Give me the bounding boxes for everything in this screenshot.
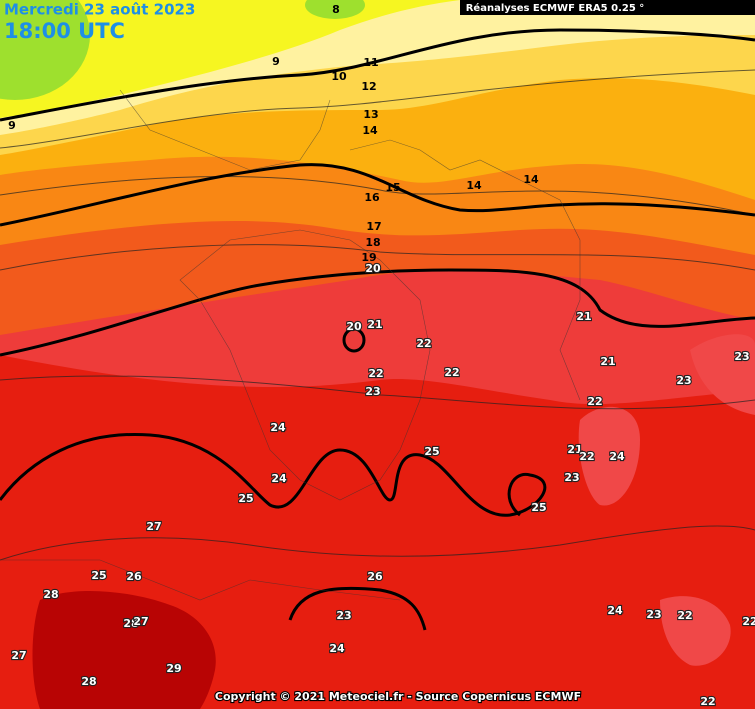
contour-label: 25 [238,492,253,505]
zone-28 [32,590,216,709]
contour-label: 28 [81,675,96,688]
contour-label: 15 [385,181,400,194]
contour-line [0,525,755,561]
contour-label: 22 [587,395,602,408]
contour-label: 24 [329,642,345,655]
contour-label: 28 [123,617,138,630]
zone-23-east [578,406,640,506]
source-banner [460,0,755,15]
zone-7 [0,0,90,100]
contour-label: 19 [361,251,376,264]
contour-label: 12 [361,80,376,93]
contour-label: 14 [523,173,539,186]
contour-label: 22 [444,366,459,379]
country-border [349,139,581,401]
contour-26 [288,586,427,631]
contour-20-loop [342,327,366,353]
contour-label: 27 [11,649,26,662]
contour-label: 20 [346,320,362,333]
contour-label: 27 [146,520,161,533]
coastline [119,89,331,171]
contour-label: 18 [365,236,380,249]
contour-label: 25 [531,501,546,514]
contour-label: 24 [607,604,623,617]
contour-label: 9 [8,119,16,132]
contour-label: 8 [332,3,340,16]
contour-line [0,69,755,149]
zone-9 [0,0,460,118]
country-border [0,559,401,601]
contour-label: 21 [567,443,582,456]
contour-line [0,244,755,271]
contour-label: 10 [331,70,347,83]
contour-label: 28 [43,588,58,601]
contour-label: 14 [362,124,378,137]
contour-label: 23 [365,385,380,398]
zone-8 [305,0,365,19]
contour-label: 9 [272,55,280,68]
contour-label: 23 [734,350,749,363]
source-text: Réanalyses ECMWF ERA5 0.25 ° [466,2,645,14]
contour-label: 23 [564,471,579,484]
contour-label: 13 [363,108,378,121]
contour-label: 23 [646,608,661,621]
copyright-text: Copyright © 2021 Meteociel.fr - Source C… [215,690,581,703]
country-border [179,229,431,501]
contour-label: 21 [576,310,591,323]
contour-label: 25 [91,569,106,582]
contour-10 [0,28,755,122]
contour-label: 25 [424,445,439,458]
contour-16 [0,163,755,227]
contour-line [0,375,755,410]
contour-label: 23 [676,374,691,387]
contour-label: 22 [416,337,431,350]
contour-label: 23 [336,609,351,622]
contour-label: 20 [365,262,381,275]
contour-label: 26 [126,570,142,583]
zone-23-italy [690,334,755,415]
contour-label: 14 [466,179,482,192]
contour-label: 22 [677,609,692,622]
contour-label: 24 [270,421,286,434]
contour-label: 16 [364,191,380,204]
contour-label: 11 [363,56,378,69]
contour-label: 21 [367,318,382,331]
contour-label: 27 [133,615,148,628]
contour-label: 26 [367,570,383,583]
contour-25 [0,432,547,517]
contour-label: 17 [366,220,381,233]
contour-label: 22 [579,450,594,463]
contour-label: 29 [166,662,181,675]
date-text: Mercredi 23 août 2023 [4,1,195,19]
contour-label: 24 [609,450,625,463]
contour-label: 22 [742,615,755,628]
contour-label: 22 [700,695,715,708]
contour-label: 22 [368,367,383,380]
contour-label: 21 [600,355,615,368]
contour-line [0,176,755,216]
contour-label: 24 [271,472,287,485]
zone-23-corsica [660,596,731,666]
contour-20 [0,268,755,357]
time-text: 18:00 UTC [4,19,125,43]
